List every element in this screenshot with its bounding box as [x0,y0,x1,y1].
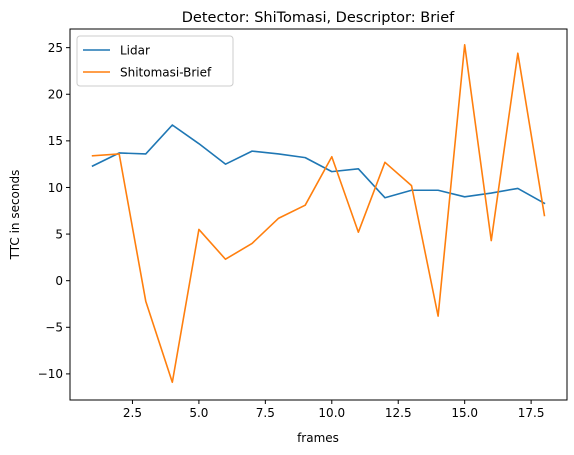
y-tick-label: 20 [48,88,63,102]
x-tick-label: 2.5 [123,406,142,420]
legend-label-1: Shitomasi-Brief [120,65,212,79]
y-tick-label: −5 [45,321,63,335]
x-axis: 2.5 5.0 7.5 10.0 12.5 15.0 17.5 [123,400,545,420]
x-tick-label: 10.0 [318,406,345,420]
x-tick-label: 5.0 [189,406,208,420]
series-line-0 [91,124,546,205]
y-tick-label: 5 [55,227,63,241]
x-axis-label: frames [297,431,339,445]
y-tick-label: 0 [55,274,63,288]
series-line-1 [91,44,546,384]
legend-label-0: Lidar [120,43,150,57]
y-tick-label: 25 [48,41,63,55]
x-tick-label: 12.5 [385,406,412,420]
x-tick-label: 7.5 [256,406,275,420]
y-tick-label: 15 [48,134,63,148]
x-tick-label: 15.0 [451,406,478,420]
y-tick-label: 10 [48,181,63,195]
plot-frame [69,28,568,401]
x-tick-label: 17.5 [518,406,545,420]
y-axis: −10 −5 0 5 10 15 20 25 [38,41,70,381]
legend: Lidar Shitomasi-Brief [76,35,234,87]
y-tick-label: −10 [38,367,63,381]
legend-frame [76,35,234,87]
series-layer [91,44,546,384]
chart-title: Detector: ShiTomasi, Descriptor: Brief [182,10,455,26]
y-axis-label: TTC in seconds [8,170,22,261]
